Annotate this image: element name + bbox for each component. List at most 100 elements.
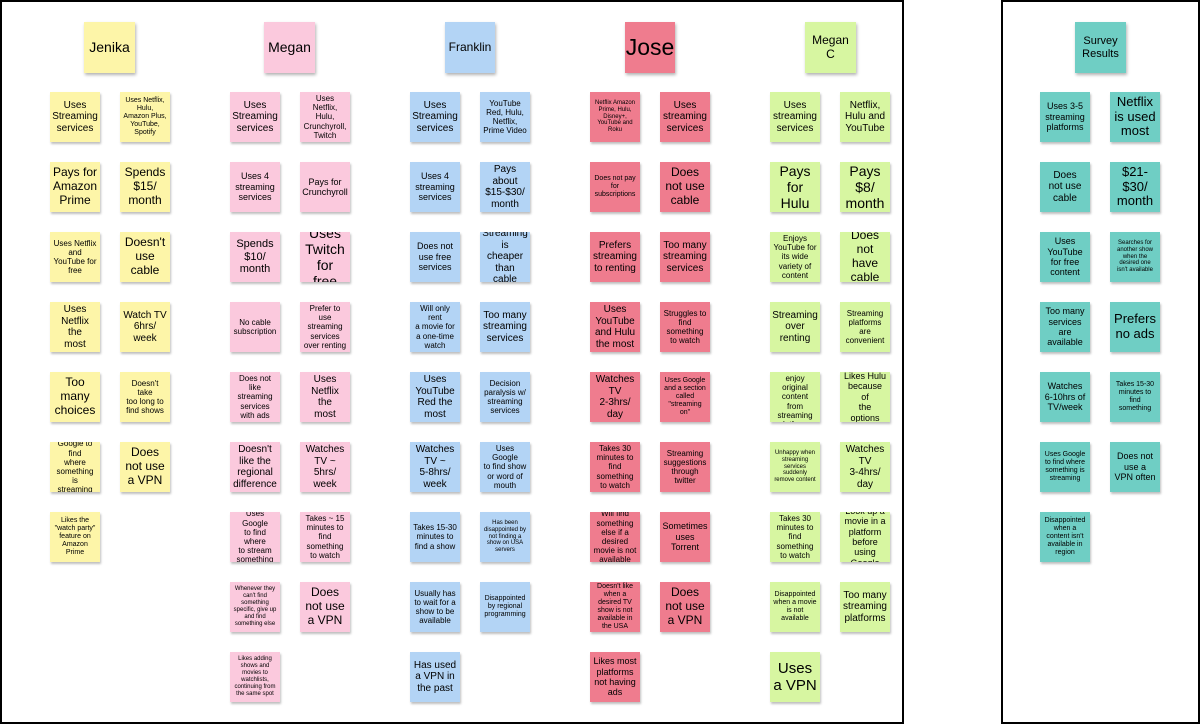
sticky-note: Disappointed when a movie is not availab…	[770, 582, 820, 632]
sticky-note: Uses Streaming services	[230, 92, 280, 142]
column-header-label: Megan	[268, 39, 311, 56]
sticky-note: Does not use cable	[660, 162, 710, 212]
sticky-note-text: Uses a VPN	[773, 659, 817, 694]
sticky-note: Has used a VPN in the past	[410, 652, 460, 702]
sticky-note: Doesn't take too long to find shows	[120, 372, 170, 422]
sticky-note: Sometimes uses Torrent	[660, 512, 710, 562]
sticky-note: Does not use cable	[1040, 162, 1090, 212]
sticky-note: Does not enjoy original content from str…	[770, 372, 820, 422]
sticky-note-text: Doesn't like when a desired TV show is n…	[597, 582, 633, 631]
sticky-note: Does not pay for subscriptions	[590, 162, 640, 212]
sticky-note: Uses 3-5 streaming platforms	[1040, 92, 1090, 142]
sticky-note-text: Takes 30 minutes to find something to wa…	[596, 444, 634, 490]
sticky-note: Whenever they can't find something speci…	[230, 582, 280, 632]
sticky-note-text: Takes 30 minutes to find something to wa…	[776, 514, 814, 560]
sticky-note: Takes 15-30 minutes to find a show	[410, 512, 460, 562]
sticky-note-text: Pays for Crunchyroll	[302, 176, 348, 197]
sticky-note: Too many services are available	[1040, 302, 1090, 352]
sticky-note: Look up a movie in a platform before usi…	[840, 512, 890, 562]
sticky-note-text: Uses 3-5 streaming platforms	[1045, 101, 1085, 133]
column-header-megan: Megan	[264, 22, 315, 73]
sticky-note: Does not use free services	[410, 232, 460, 282]
sticky-note: Disappointed when a content isn't availa…	[1040, 512, 1090, 562]
sticky-note: Doesn't use cable	[120, 232, 170, 282]
sticky-note-text: Enjoys YouTube for its wide variety of c…	[773, 234, 817, 280]
sticky-note-text: Has been disappointed by not finding a s…	[483, 519, 527, 554]
sticky-note: Watches 6-10hrs of TV/week	[1040, 372, 1090, 422]
sticky-note: Takes 30 minutes to find something to wa…	[590, 442, 640, 492]
sticky-note-text: No cable subscription	[233, 317, 277, 336]
sticky-note-text: Does not like streaming services with ad…	[237, 374, 273, 420]
sticky-note: Uses Netflix and YouTube for free	[50, 232, 100, 282]
sticky-note: Streaming is cheaper than cable	[480, 232, 530, 282]
sticky-note-text: Whenever they can't find something speci…	[233, 586, 277, 627]
sticky-note-text: Watches 6-10hrs of TV/week	[1044, 381, 1086, 413]
sticky-note-text: Likes the "watch party" feature on Amazo…	[54, 516, 96, 557]
sticky-note-text: Pays for Amazon Prime	[52, 165, 98, 207]
sticky-note-text: Uses Streaming services	[232, 99, 278, 134]
sticky-note-text: Doesn't like the regional difference	[233, 444, 277, 490]
sticky-note: Unhappy when streaming services suddenly…	[770, 442, 820, 492]
sticky-note: Decision paralysis w/ streaming services	[480, 372, 530, 422]
sticky-note-text: Prefers streaming to renting	[593, 239, 637, 274]
sticky-note-text: Uses Streaming services	[52, 99, 98, 134]
sticky-note-text: Too many streaming services	[663, 239, 707, 274]
sticky-note-text: Takes ~ 15 minutes to find something to …	[305, 514, 345, 560]
sticky-note-text: Streaming suggestions through twitter	[663, 448, 707, 486]
sticky-note: Too many streaming services	[660, 232, 710, 282]
sticky-note: Uses Google to find where something is s…	[1040, 442, 1090, 492]
column-header-jenika: Jenika	[84, 22, 135, 73]
sticky-note: Uses Streaming services	[410, 92, 460, 142]
sticky-note-text: Pays $8/ month	[845, 162, 885, 212]
column-header-label: Jenika	[89, 39, 130, 56]
sticky-note: No cable subscription	[230, 302, 280, 352]
sticky-note: Struggles to find something to watch	[660, 302, 710, 352]
sticky-note: Too many streaming platforms	[840, 582, 890, 632]
sticky-note: Takes ~ 15 minutes to find something to …	[300, 512, 350, 562]
sticky-note-text: Streaming platforms are convenient	[845, 308, 885, 346]
sticky-note: Likes the "watch party" feature on Amazo…	[50, 512, 100, 562]
sticky-note-text: Watches TV ~ 5-8hrs/ week	[415, 444, 455, 490]
sticky-note-text: Does not use cable	[1048, 169, 1082, 204]
sticky-note-text: Will only rent a movie for a one-time wa…	[415, 304, 455, 350]
sticky-note: Prefers no ads	[1110, 302, 1160, 352]
sticky-note: Watches TV ~ 5hrs/ week	[300, 442, 350, 492]
sticky-note-text: Pays about $15-$30/ month	[485, 164, 525, 210]
sticky-note: Prefers streaming to renting	[590, 232, 640, 282]
sticky-note: Does not use a VPN	[120, 442, 170, 492]
sticky-note: Does not use a VPN	[660, 582, 710, 632]
sticky-note: Likes Hulu because of the options	[840, 372, 890, 422]
sticky-note-text: Uses Netflix and YouTube for free	[53, 238, 97, 276]
sticky-note-text: Spends $10/ month	[236, 238, 274, 276]
sticky-note: Watches TV ~ 5-8hrs/ week	[410, 442, 460, 492]
sticky-note-text: Uses 4 streaming services	[235, 171, 275, 203]
sticky-note: $21- $30/ month	[1110, 162, 1160, 212]
sticky-note-text: Prefers no ads	[1114, 311, 1156, 341]
column-header-label: Survey Results	[1082, 34, 1119, 60]
sticky-note-text: Likes Hulu because of the options	[843, 372, 887, 422]
survey-frame	[1001, 0, 1200, 724]
sticky-note-text: Uses 4 streaming services	[415, 171, 455, 203]
sticky-note-text: Sometimes uses Torrent	[662, 521, 708, 553]
sticky-note-text: Netflix Amazon Prime, Hulu, Disney+, You…	[594, 99, 636, 134]
sticky-note-text: Netflix, Hulu and YouTube	[844, 99, 886, 134]
sticky-note-text: Too many streaming platforms	[843, 589, 887, 624]
column-header-label: Megan C	[812, 32, 849, 61]
sticky-note: Does not have cable	[840, 232, 890, 282]
sticky-note-text: Does not use a VPN often	[1114, 451, 1156, 483]
sticky-note-text: Uses YouTube for free content	[1047, 236, 1083, 278]
sticky-note: Uses Netflix, Hulu, Crunchyroll, Twitch	[300, 92, 350, 142]
sticky-note-text: Takes 15-30 minutes to find something	[1115, 380, 1155, 413]
sticky-note-text: Too many streaming services	[483, 309, 527, 344]
sticky-note-text: Streaming is cheaper than cable	[482, 232, 528, 282]
sticky-note-text: Struggles to find something to watch	[663, 308, 707, 346]
sticky-note: Streaming over renting	[770, 302, 820, 352]
sticky-note: Has used Google to find where something …	[50, 442, 100, 492]
sticky-note-text: Likes most platforms not having ads	[593, 656, 637, 698]
column-header-label: Franklin	[448, 39, 492, 54]
sticky-note: Searches for another show when the desir…	[1110, 232, 1160, 282]
sticky-note-text: Watch TV 6hrs/ week	[123, 309, 167, 344]
sticky-note: Netflix is used most	[1110, 92, 1160, 142]
sticky-note-text: Takes 15-30 minutes to find a show	[413, 523, 457, 551]
sticky-note-text: Has used a VPN in the past	[413, 659, 457, 694]
